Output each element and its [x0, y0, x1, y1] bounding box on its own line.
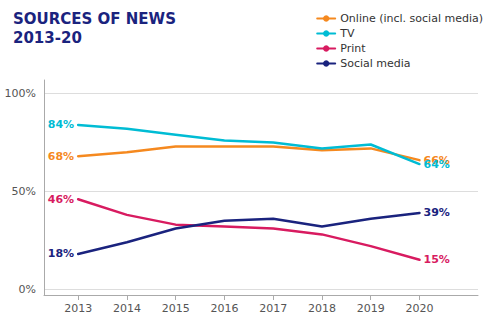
svg-text:Print: Print — [340, 42, 366, 55]
svg-text:18%: 18% — [48, 247, 74, 260]
svg-text:SOURCES OF NEWS: SOURCES OF NEWS — [13, 10, 176, 28]
svg-text:2014: 2014 — [113, 302, 141, 315]
svg-text:TV: TV — [339, 27, 355, 40]
svg-text:15%: 15% — [423, 253, 449, 266]
svg-text:39%: 39% — [423, 206, 449, 219]
svg-text:0%: 0% — [19, 283, 36, 296]
svg-text:84%: 84% — [48, 118, 74, 131]
svg-text:46%: 46% — [48, 193, 74, 206]
svg-text:64%: 64% — [423, 158, 449, 171]
svg-text:50%: 50% — [12, 185, 36, 198]
svg-text:2016: 2016 — [210, 302, 238, 315]
svg-text:68%: 68% — [48, 150, 74, 163]
svg-text:2019: 2019 — [357, 302, 385, 315]
svg-text:100%: 100% — [5, 87, 36, 100]
svg-text:Social media: Social media — [340, 57, 410, 70]
svg-text:Online (incl. social media): Online (incl. social media) — [340, 12, 483, 25]
svg-text:2013: 2013 — [64, 302, 92, 315]
svg-text:2013-20: 2013-20 — [13, 29, 82, 47]
svg-text:2017: 2017 — [259, 302, 287, 315]
svg-text:2018: 2018 — [308, 302, 336, 315]
svg-text:2015: 2015 — [162, 302, 190, 315]
svg-text:2020: 2020 — [405, 302, 433, 315]
